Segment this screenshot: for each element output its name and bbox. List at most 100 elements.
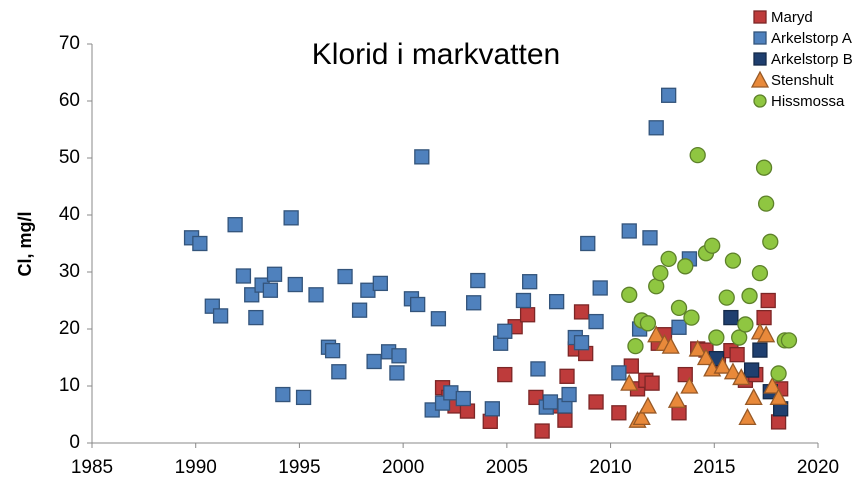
data-point [642,230,658,246]
data-point [770,365,787,382]
y-tick-label: 20 [59,318,80,339]
data-point [497,366,513,383]
data-point [620,373,639,391]
data-point [389,365,405,381]
data-point [723,362,743,380]
data-point [484,401,500,417]
data-point [559,368,575,384]
data-point [756,309,772,326]
data-point [731,329,748,346]
data-point [455,390,471,407]
data-point [262,282,279,298]
data-point [391,348,407,364]
data-point [639,315,657,332]
x-tick-label: 2020 [797,457,839,478]
data-point [287,276,303,293]
x-tick-label: 2010 [589,457,631,478]
y-tick-label: 60 [59,90,80,111]
data-point [696,348,716,366]
data-point [689,146,706,164]
data-point [580,235,596,252]
y-tick-label: 70 [59,33,80,54]
data-point [751,264,769,282]
data-point [671,319,687,335]
data-point [755,159,773,176]
data-point [611,365,627,381]
legend-marker [753,10,767,24]
data-point [497,323,513,339]
data-point [266,266,283,282]
data-point [647,325,666,343]
data-point [683,309,700,326]
data-point [414,149,430,165]
data-point [661,87,677,103]
x-tick-label: 2005 [486,457,528,478]
data-point [729,346,745,363]
data-point [708,329,725,346]
data-point [738,407,757,426]
data-point [724,252,742,269]
y-tick-label: 0 [69,432,80,453]
x-tick-label: 1995 [278,457,320,478]
data-point [769,388,788,406]
data-point [737,316,754,333]
legend-label: Arkelstorp B [771,51,853,68]
data-point [762,233,779,250]
data-point [752,342,768,358]
data-point [557,412,573,428]
data-point [372,275,388,292]
data-point [638,396,657,414]
data-point [757,195,775,212]
data-point [235,268,252,284]
x-tick-label: 1990 [175,457,217,478]
legend-label: Maryd [771,9,813,26]
data-point [780,332,798,349]
data-point [522,274,538,290]
data-point [561,386,577,403]
data-point [723,309,739,326]
data-point [192,235,208,252]
legend-label: Stenshult [771,72,834,89]
data-point [718,289,735,306]
legend-marker [753,31,767,45]
data-point [680,376,699,394]
data-point [227,217,243,233]
data-point [466,295,482,311]
data-point [337,268,353,285]
data-point [677,258,694,275]
data-point [519,307,536,323]
legend-label: Hissmossa [771,93,845,110]
data-point [212,308,229,324]
x-tick-label: 2000 [382,457,424,478]
chart-title: Klorid i markvatten [312,38,560,71]
data-point [611,405,627,421]
legend-marker [753,94,767,108]
data-point [283,210,299,226]
data-point [588,313,604,330]
data-point [430,311,447,327]
data-point [410,296,426,313]
data-point [741,287,758,305]
data-point [757,325,776,343]
y-axis-label: Cl, mg/l [15,211,35,276]
data-point [295,389,312,406]
data-point [331,364,347,380]
data-point [275,386,291,403]
data-point [530,361,546,377]
legend-marker [750,70,770,88]
data-point [667,390,687,408]
data-point [660,250,677,268]
data-point [324,343,341,359]
y-tick-label: 30 [59,261,80,282]
data-point [573,304,590,320]
data-point [743,362,760,378]
data-point [661,336,680,354]
data-point [670,299,688,317]
x-tick-label: 1985 [71,457,113,478]
data-point [515,292,532,309]
data-point [621,223,637,239]
data-point [534,423,550,439]
data-point [704,237,721,254]
data-point [308,287,324,303]
data-point [648,120,664,136]
